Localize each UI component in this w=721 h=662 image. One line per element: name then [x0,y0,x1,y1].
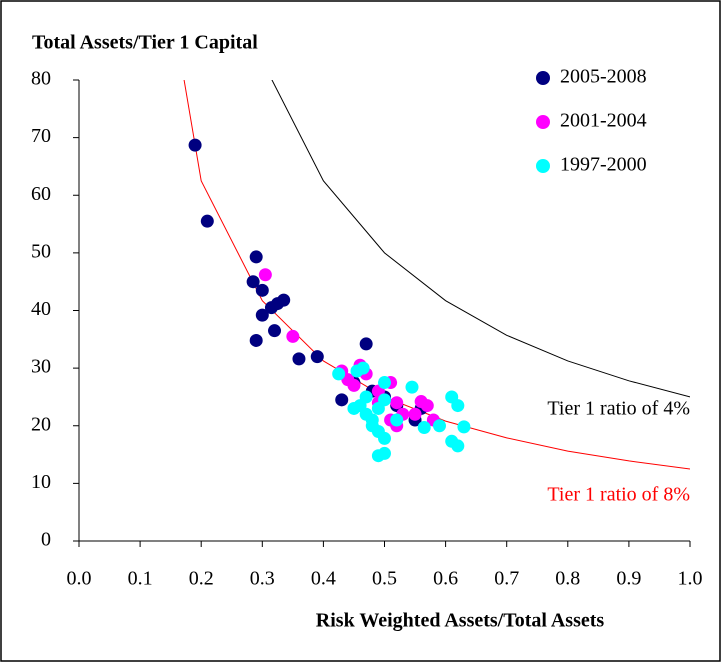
data-point [378,376,391,390]
data-point [188,138,202,152]
y-tick-label: 20 [31,413,51,435]
data-point [420,399,434,413]
data-point [347,401,361,415]
x-tick-label: 0.4 [311,568,336,590]
data-point [405,380,419,394]
legend-label: 1997-2000 [560,154,647,176]
x-tick-label: 1.0 [678,568,703,590]
ratio-curve [271,80,690,398]
y-tick-label: 0 [41,529,51,551]
data-point [390,413,404,427]
data-point [255,308,269,322]
x-tick-label: 0.6 [433,568,458,590]
x-tick-label: 0.9 [616,568,641,590]
data-point [451,399,465,413]
x-tick-label: 0.1 [128,568,153,590]
legend-marker [536,115,550,129]
y-tick-label: 10 [31,471,51,493]
data-point [286,329,300,343]
curve-annotation: Tier 1 ratio of 8% [547,484,690,506]
y-tick-label: 80 [31,68,51,90]
data-point [347,378,361,392]
x-tick-label: 0.3 [250,568,275,590]
data-point [292,352,306,366]
data-point [408,407,422,421]
y-tick-label: 50 [31,240,51,262]
data-point [417,420,431,434]
data-point [378,393,391,407]
curve-annotation: Tier 1 ratio of 4% [547,398,690,420]
data-point [432,419,446,433]
legend-label: 2005-2008 [560,66,647,88]
data-point [310,350,324,364]
data-point [332,367,346,381]
y-tick-label: 60 [31,183,51,205]
legend-label: 2001-2004 [560,110,647,132]
data-point [258,268,272,282]
x-axis-label: Risk Weighted Assets/Total Assets [316,610,605,632]
data-point [359,337,373,351]
data-point [378,446,391,460]
chart-title: Total Assets/Tier 1 Capital [32,32,258,54]
data-point [451,439,465,453]
y-tick-label: 30 [31,356,51,378]
data-point [335,393,349,407]
y-tick-label: 70 [31,125,51,147]
data-point [390,396,404,410]
data-point [356,361,370,375]
x-tick-label: 0.7 [494,568,519,590]
plot-area [183,80,690,470]
x-tick-label: 0.0 [67,568,92,590]
x-tick-label: 0.2 [189,568,214,590]
x-tick-label: 0.8 [555,568,580,590]
data-point [378,431,391,445]
y-tick-label: 40 [31,298,51,320]
data-point [249,250,263,264]
data-point [268,324,282,338]
data-point [359,390,373,404]
data-point [246,275,260,289]
data-point [249,333,263,347]
legend-marker [536,71,550,85]
data-point [277,293,291,307]
data-point [255,283,269,297]
legend-marker [536,159,550,173]
x-tick-label: 0.5 [372,568,397,590]
data-point [200,214,214,228]
data-point [457,420,471,434]
